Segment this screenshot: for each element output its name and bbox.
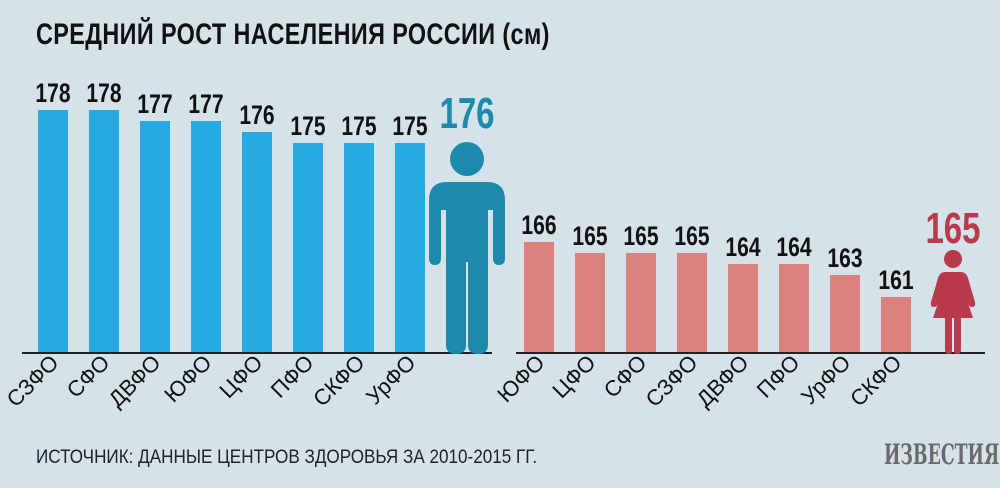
bar: [140, 121, 170, 352]
category-label: ЮФО: [492, 350, 549, 407]
bar: [677, 253, 707, 352]
category-label: СЗФО: [2, 350, 64, 412]
bar: [779, 264, 809, 352]
source-note: ИСТОЧНИК: ДАННЫЕ ЦЕНТРОВ ЗДОРОВЬЯ ЗА 201…: [36, 447, 538, 468]
bar: [830, 275, 860, 352]
category-label: ЦФО: [214, 350, 267, 403]
category-label: ЦФО: [547, 350, 600, 403]
category-label: СКФО: [845, 350, 906, 411]
value-label: 175: [341, 112, 376, 142]
bar: [293, 143, 323, 352]
category-label: ДВФО: [692, 350, 754, 412]
bar: [38, 110, 68, 352]
bar: [395, 143, 425, 352]
category-label: УрФО: [796, 350, 855, 409]
bar: [242, 132, 272, 352]
category-label: ПФО: [752, 350, 805, 403]
bar: [626, 253, 656, 352]
bar: [191, 121, 221, 352]
category-label: УрФО: [361, 350, 420, 409]
value-label: 176: [239, 101, 274, 131]
value-label: 165: [572, 222, 607, 252]
bar: [575, 253, 605, 352]
category-label: ДВФО: [104, 350, 166, 412]
woman-icon: [930, 250, 976, 354]
value-label: 165: [623, 222, 658, 252]
value-label: 175: [290, 112, 325, 142]
value-label: 177: [137, 90, 172, 120]
value-label: 164: [776, 233, 812, 263]
value-label: 163: [827, 244, 862, 274]
man-icon: [429, 142, 505, 354]
value-label: 177: [188, 90, 223, 120]
value-label: 164: [725, 233, 761, 263]
value-label: 166: [521, 211, 556, 241]
category-label: ЮФО: [159, 350, 216, 407]
bar: [881, 297, 911, 352]
chart-title: СРЕДНИЙ РОСТ НАСЕЛЕНИЯ РОССИИ (см): [36, 18, 550, 51]
category-label: СЗФО: [641, 350, 703, 412]
value-label: 175: [392, 112, 427, 142]
value-label: 165: [674, 222, 709, 252]
value-label: 178: [35, 79, 70, 109]
value-label: 178: [86, 79, 121, 109]
bar: [524, 242, 554, 352]
izvestia-logo: ИЗВЕСТИЯ: [884, 438, 1000, 471]
bar: [89, 110, 119, 352]
category-label: СКФО: [308, 350, 369, 411]
average-value: 165: [925, 205, 980, 254]
value-label: 161: [878, 266, 913, 296]
bar: [728, 264, 758, 352]
bar: [344, 143, 374, 352]
average-value: 176: [439, 90, 494, 139]
